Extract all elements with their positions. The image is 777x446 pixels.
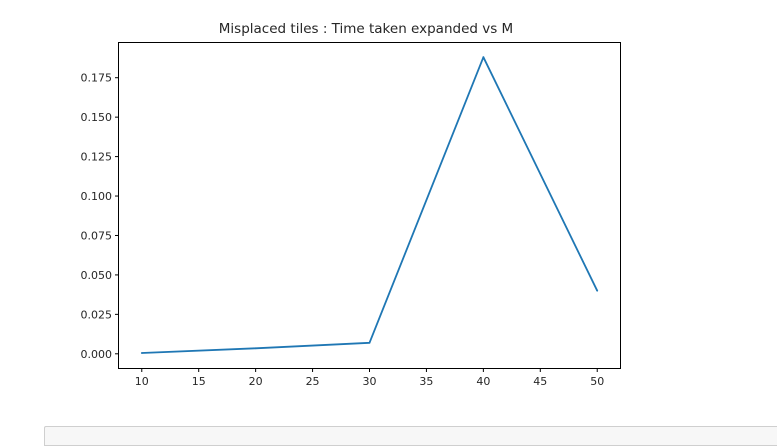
data-point <box>254 347 257 350</box>
y-tick-label: 0.150 <box>81 111 113 124</box>
series-points <box>140 56 599 354</box>
x-tick-label: 45 <box>533 375 547 388</box>
y-tick-label: 0.000 <box>81 348 113 361</box>
y-axis-ticks: 0.000 0.025 0.050 0.075 0.100 0.125 0.150 0.175 <box>81 72 119 361</box>
x-tick-label: 10 <box>135 375 149 388</box>
y-tick-label: 0.050 <box>81 269 113 282</box>
y-tick-label: 0.075 <box>81 229 113 242</box>
x-tick-label: 20 <box>249 375 263 388</box>
data-point <box>368 341 371 344</box>
x-tick-label: 50 <box>590 375 604 388</box>
next-notebook-cell[interactable] <box>44 426 777 446</box>
x-tick-label: 25 <box>306 375 320 388</box>
y-tick-label: 0.025 <box>81 308 113 321</box>
series-line <box>141 56 599 354</box>
x-tick-label: 30 <box>363 375 377 388</box>
x-axis-ticks: 10 15 20 25 30 35 40 45 50 <box>135 368 604 388</box>
y-tick-label: 0.175 <box>81 72 113 85</box>
y-tick-label: 0.100 <box>81 190 113 203</box>
data-point <box>140 352 143 354</box>
x-tick-label: 15 <box>192 375 206 388</box>
data-point <box>482 56 485 59</box>
plot-frame <box>118 42 621 369</box>
y-tick-label: 0.125 <box>81 151 113 164</box>
x-tick-label: 35 <box>419 375 433 388</box>
x-tick-label: 40 <box>476 375 490 388</box>
chart-title: Misplaced tiles : Time taken expanded vs… <box>219 21 513 37</box>
data-point <box>596 289 599 292</box>
